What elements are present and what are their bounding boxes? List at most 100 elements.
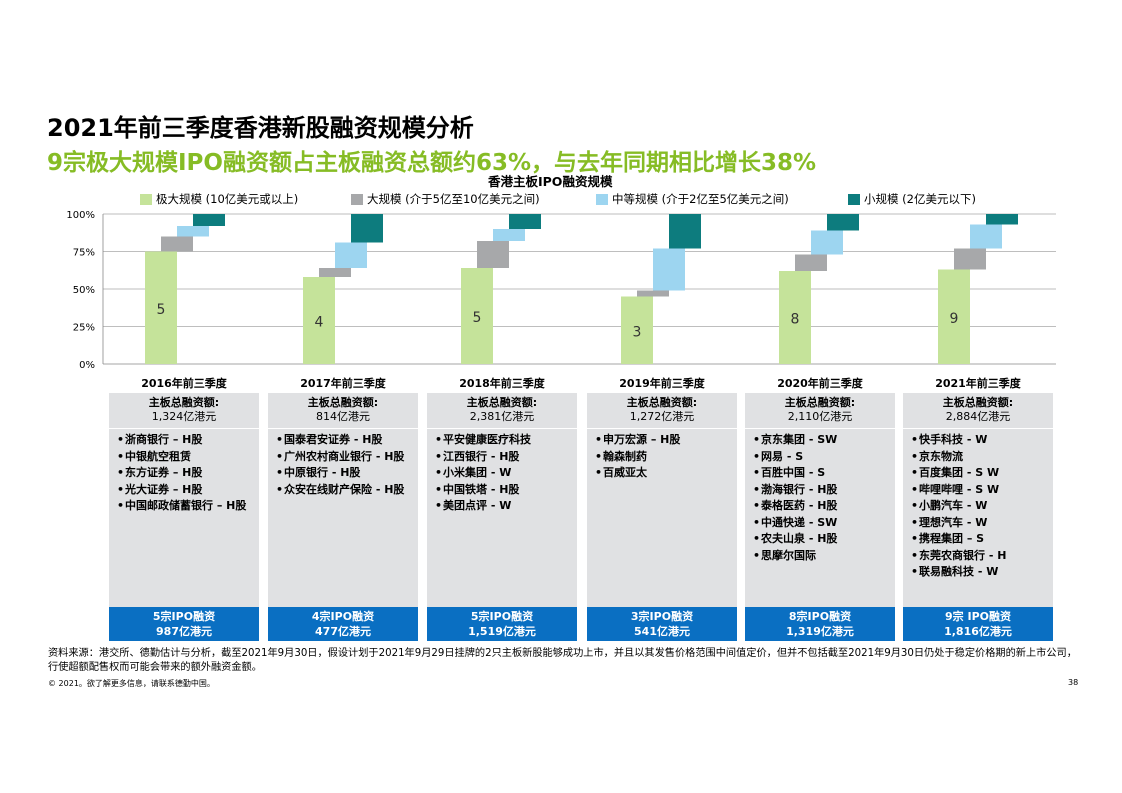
legend-swatch — [848, 193, 860, 205]
panel-total-label: 主板总融资额: — [784, 396, 856, 409]
list-item: 百胜中国 - S — [753, 466, 889, 481]
list-item: 东方证券 – H股 — [117, 466, 253, 481]
ipo-summary-box: 4宗IPO融资 477亿港元 — [268, 607, 418, 641]
list-item: 哔哩哔哩 - S W — [911, 483, 1047, 498]
legend-item-medium: 中等规模 (介于2亿至5亿美元之间) — [596, 191, 789, 207]
list-item: 平安健康医疗科技 — [435, 433, 571, 448]
bar-segment — [779, 271, 811, 364]
ipo-summary-box: 3宗IPO融资 541亿港元 — [587, 607, 737, 641]
legend-swatch — [596, 193, 608, 205]
panel-total-amount: 814亿港元 — [316, 410, 370, 423]
ipo-company-list: 浙商银行 – H股中银航空租赁东方证券 – H股光大证券 – H股中国邮政储蓄银… — [109, 433, 259, 514]
list-item: 广州农村商业银行 - H股 — [276, 450, 412, 465]
list-item: 中通快递 - SW — [753, 516, 889, 531]
bar-segment — [811, 230, 843, 255]
list-item: 网易 - S — [753, 450, 889, 465]
ipo-company-list: 快手科技 - W 京东物流百度集团 - S W 哔哩哔哩 - S W小鹏汽车 - W… — [903, 433, 1053, 580]
bar-segment — [621, 296, 653, 364]
legend-label: 极大规模 (10亿美元或以上) — [156, 192, 299, 206]
y-tick-label: 100% — [66, 210, 95, 221]
list-item: 光大证券 – H股 — [117, 483, 253, 498]
legend-item-extra-large: 极大规模 (10亿美元或以上) — [140, 191, 298, 207]
ipo-count: 5宗IPO融资 — [470, 610, 534, 623]
list-item: 中国邮政储蓄银行 – H股 — [117, 499, 253, 514]
panel-total-heading: 主板总融资额: 1,324亿港元 — [109, 393, 259, 429]
chart-title: 香港主板IPO融资规模 — [488, 174, 613, 189]
deal-panel: 主板总融资额:1,272亿港元申万宏源 – H股翰森制药百威亚太 — [587, 393, 737, 607]
list-item: 小米集团 - W — [435, 466, 571, 481]
bar-segment — [493, 229, 525, 241]
list-item: 携程集团 – S — [911, 532, 1047, 547]
bar-segment — [319, 268, 351, 277]
list-item: 理想汽车 - W — [911, 516, 1047, 531]
panel-total-heading: 主板总融资额: 2,884亿港元 — [903, 393, 1053, 429]
bar-segment — [795, 254, 827, 271]
page-number: 38 — [1068, 678, 1079, 687]
x-category-label: 2021年前三季度 — [935, 377, 1021, 390]
panel-total-amount: 1,324亿港元 — [151, 410, 217, 423]
data-label: 5 — [157, 302, 166, 318]
bar-segment — [161, 236, 193, 252]
chart-legend: 极大规模 (10亿美元或以上) 大规模 (介于5亿至10亿美元之间) 中等规模 … — [0, 191, 1122, 207]
bar-segment — [637, 290, 669, 297]
panel-total-amount: 2,884亿港元 — [945, 410, 1011, 423]
ipo-summary-box: 8宗IPO融资 1,319亿港元 — [745, 607, 895, 641]
bar-segment — [351, 214, 383, 243]
bar-segment — [461, 268, 493, 364]
legend-label: 小规模 (2亿美元以下) — [864, 192, 976, 206]
ipo-company-list: 国泰君安证券 - H股广州农村商业银行 - H股中原银行 - H股众安在线财产保… — [268, 433, 418, 497]
list-item: 联易融科技 - W — [911, 565, 1047, 580]
list-item: 农夫山泉 - H股 — [753, 532, 889, 547]
panel-total-amount: 1,272亿港元 — [629, 410, 695, 423]
page-title: 2021年前三季度香港新股融资规模分析 — [47, 114, 474, 142]
ipo-amount: 1,319亿港元 — [786, 625, 854, 638]
copyright: © 2021。欲了解更多信息，请联系德勤中国。 — [48, 679, 215, 688]
bar-segment — [477, 241, 509, 268]
panel-total-heading: 主板总融资额: 814亿港元 — [268, 393, 418, 429]
deal-panel: 主板总融资额:2,381亿港元平安健康医疗科技江西银行 - H股小米集团 - W… — [427, 393, 577, 607]
list-item: 快手科技 - W — [911, 433, 1047, 448]
bar-segment — [335, 242, 367, 268]
panel-total-label: 主板总融资额: — [626, 396, 698, 409]
list-item: 浙商银行 – H股 — [117, 433, 253, 448]
panel-total-label: 主板总融资额: — [942, 396, 1014, 409]
deal-panel: 主板总融资额:2,884亿港元快手科技 - W 京东物流百度集团 - S W 哔哩哔… — [903, 393, 1053, 607]
ipo-summary-box: 5宗IPO融资 1,519亿港元 — [427, 607, 577, 641]
panel-total-heading: 主板总融资额: 1,272亿港元 — [587, 393, 737, 429]
bar-segment — [193, 214, 225, 226]
list-item: 美团点评 - W — [435, 499, 571, 514]
list-item: 东莞农商银行 - H — [911, 549, 1047, 564]
ipo-amount: 541亿港元 — [634, 625, 690, 638]
ipo-count: 5宗IPO融资 — [152, 610, 216, 623]
legend-item-small: 小规模 (2亿美元以下) — [848, 191, 976, 207]
x-category-label: 2016年前三季度 — [141, 377, 227, 390]
list-item: 国泰君安证券 - H股 — [276, 433, 412, 448]
list-item: 中国铁塔 - H股 — [435, 483, 571, 498]
bar-segment — [303, 277, 335, 364]
data-label: 8 — [791, 312, 800, 328]
ipo-summary-box: 9宗 IPO融资 1,816亿港元 — [903, 607, 1053, 641]
ipo-company-list: 申万宏源 – H股翰森制药百威亚太 — [587, 433, 737, 481]
stacked-waterfall-chart: 0% 25% 50% 75% 100% 5 4 5 3 8 9 — [66, 210, 1056, 371]
list-item: 众安在线财产保险 - H股 — [276, 483, 412, 498]
x-category-label: 2019年前三季度 — [619, 377, 705, 390]
ipo-count: 9宗 IPO融资 — [945, 610, 1011, 623]
legend-swatch — [140, 193, 152, 205]
bar-segment — [970, 224, 1002, 249]
ipo-amount: 1,519亿港元 — [468, 625, 536, 638]
panel-total-amount: 2,110亿港元 — [787, 410, 853, 423]
deal-panel: 主板总融资额:2,110亿港元京东集团 - SW 网易 - S百胜中国 - S 渤海… — [745, 393, 895, 607]
bar-segment — [938, 269, 970, 364]
data-label: 5 — [473, 310, 482, 326]
bar-segment — [177, 226, 209, 237]
panel-total-label: 主板总融资额: — [148, 396, 220, 409]
legend-item-large: 大规模 (介于5亿至10亿美元之间) — [351, 191, 540, 207]
legend-label: 大规模 (介于5亿至10亿美元之间) — [367, 192, 540, 206]
list-item: 申万宏源 – H股 — [595, 433, 731, 448]
ipo-company-list: 京东集团 - SW 网易 - S百胜中国 - S 渤海银行 - H股泰格医药 - H… — [745, 433, 895, 563]
list-item: 京东物流 — [911, 450, 1047, 465]
list-item: 中银航空租赁 — [117, 450, 253, 465]
list-item: 百度集团 - S W — [911, 466, 1047, 481]
data-label: 4 — [315, 315, 324, 331]
bar-segment — [954, 248, 986, 270]
